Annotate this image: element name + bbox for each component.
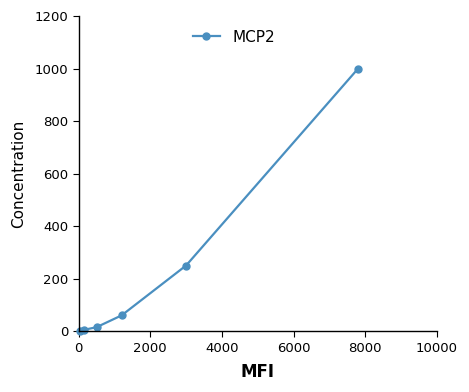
X-axis label: MFI: MFI [241,363,275,381]
Line: MCP2: MCP2 [76,65,362,335]
MCP2 [355,66,361,71]
Y-axis label: Concentration: Concentration [11,120,26,228]
MCP2 [183,263,189,268]
MCP2 [94,325,99,330]
MCP2 [119,313,124,318]
Legend: MCP2: MCP2 [187,24,281,51]
MCP2 [77,329,83,334]
MCP2 [81,327,87,332]
